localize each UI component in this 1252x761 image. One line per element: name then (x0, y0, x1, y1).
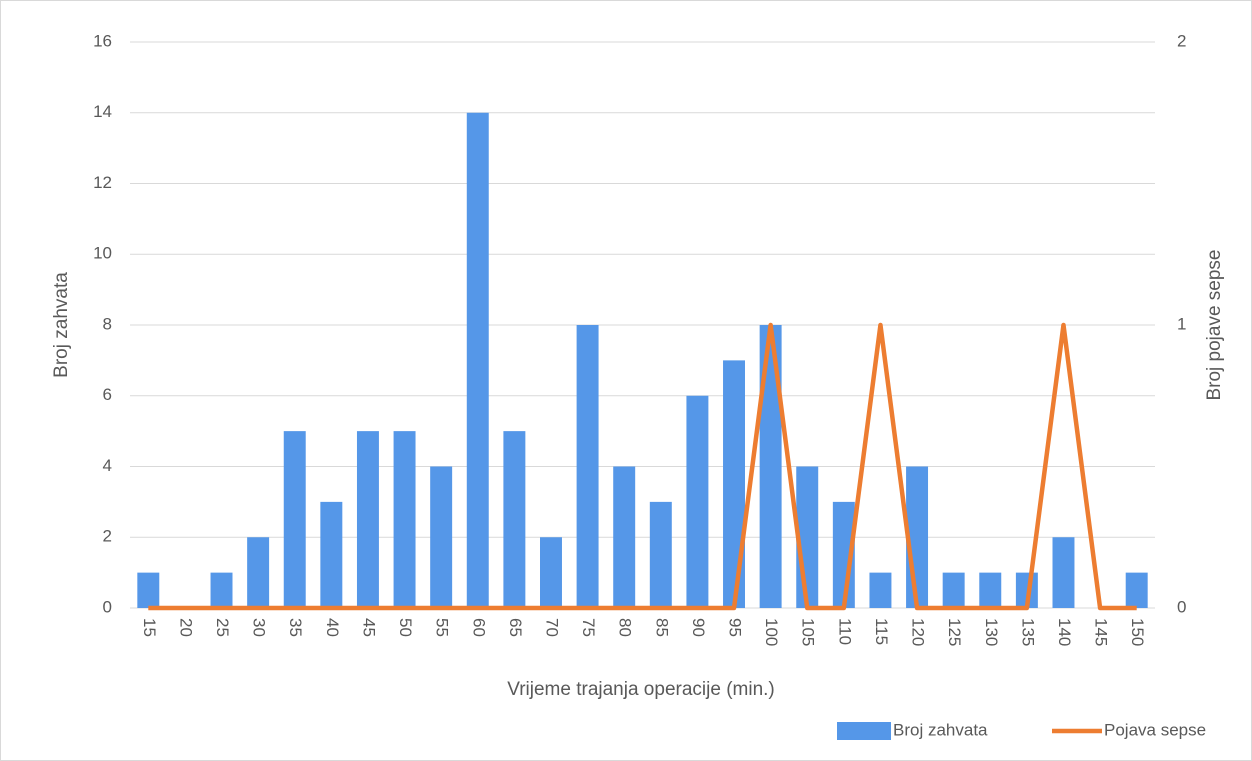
bar (759, 325, 782, 608)
x-tick-label: 75 (579, 618, 598, 637)
y2-tick-label: 2 (1177, 31, 1186, 50)
bar (576, 325, 599, 608)
y-tick-label: 2 (103, 527, 112, 546)
line (148, 322, 1137, 611)
bar (137, 572, 160, 608)
legend-label: Pojava sepse (1104, 720, 1206, 739)
y2-axis-title: Broj pojave sepse (1204, 249, 1225, 400)
x-tick-label: 135 (1018, 618, 1037, 646)
x-tick-label: 30 (250, 618, 269, 637)
y-tick-label: 10 (93, 244, 112, 263)
bar (356, 431, 379, 608)
bar (613, 466, 636, 608)
legend-label: Broj zahvata (893, 720, 988, 739)
y-axis-title: Broj zahvata (51, 272, 72, 378)
x-tick-label: 110 (835, 618, 854, 645)
x-tick-label: 120 (909, 618, 928, 646)
bar (649, 501, 672, 608)
legend-swatch (837, 722, 891, 740)
y2-tick-label: 1 (1177, 314, 1186, 333)
x-tick-label: 130 (982, 618, 1001, 646)
bar (430, 466, 453, 608)
x-tick-label: 100 (762, 618, 781, 646)
bar (503, 431, 526, 608)
bar (320, 501, 343, 608)
bar (1052, 537, 1075, 608)
bar (247, 537, 270, 608)
y-tick-label: 16 (93, 31, 112, 50)
x-tick-label: 15 (140, 618, 159, 637)
bar (723, 360, 745, 608)
x-tick-label: 70 (542, 618, 561, 637)
x-tick-label: 90 (689, 618, 708, 637)
bar (942, 572, 965, 608)
x-tick-label: 140 (1055, 618, 1074, 646)
x-tick-label: 20 (176, 618, 195, 637)
y-tick-label: 6 (103, 385, 112, 404)
x-axis-title: Vrijeme trajanja operacije (min.) (507, 679, 775, 700)
x-tick-label: 85 (652, 618, 671, 637)
y-tick-label: 4 (103, 456, 112, 475)
x-tick-label: 60 (469, 618, 488, 637)
bar (540, 537, 562, 608)
x-tick-label: 115 (872, 618, 891, 645)
y-tick-label: 14 (93, 102, 112, 121)
bar (393, 431, 416, 608)
x-tick-label: 40 (323, 618, 342, 637)
x-tick-label: 95 (726, 618, 745, 637)
y-tick-label: 0 (103, 597, 112, 616)
x-tick-label: 35 (286, 618, 305, 637)
x-tick-label: 25 (213, 618, 232, 637)
x-tick-label: 145 (1092, 618, 1111, 646)
x-tick-label: 45 (359, 618, 378, 637)
bar (869, 572, 892, 608)
y2-tick-label: 0 (1177, 597, 1186, 616)
x-tick-label: 105 (799, 618, 818, 646)
x-tick-label: 65 (506, 618, 525, 637)
bar (979, 572, 1002, 608)
bar (466, 112, 489, 608)
bar (686, 395, 709, 608)
bar (210, 572, 233, 608)
bar (1125, 572, 1148, 608)
y-tick-label: 8 (103, 314, 112, 333)
y-tick-label: 12 (93, 173, 112, 192)
x-tick-label: 55 (433, 618, 452, 637)
x-tick-label: 150 (1128, 618, 1147, 646)
x-tick-label: 50 (396, 618, 415, 637)
x-tick-label: 80 (616, 618, 635, 637)
bar (283, 431, 306, 608)
x-tick-label: 125 (945, 618, 964, 646)
